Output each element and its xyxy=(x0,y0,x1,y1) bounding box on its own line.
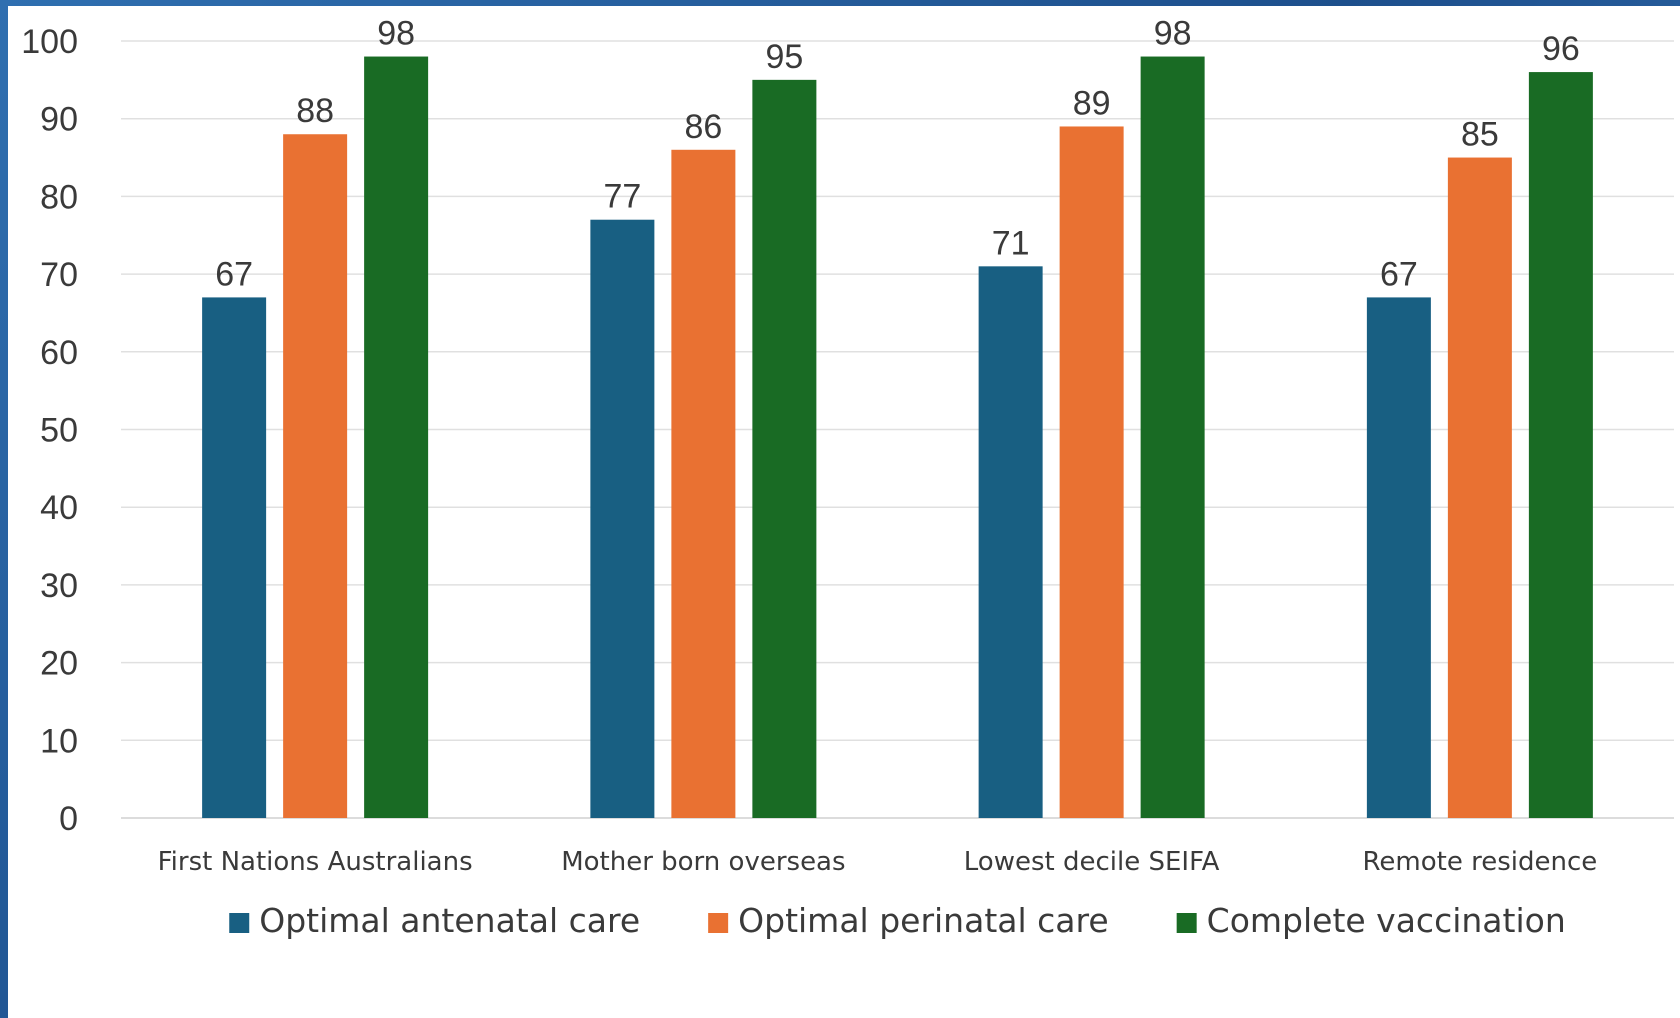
y-tick-label: 50 xyxy=(40,412,78,450)
bars xyxy=(202,56,1593,819)
data-label: 89 xyxy=(1073,84,1111,122)
y-tick-label: 60 xyxy=(40,334,78,372)
data-labels: 67 88 98 77 86 95 71 89 98 67 85 96 xyxy=(215,15,1580,294)
data-label: 85 xyxy=(1461,116,1499,154)
bar-optimal-perinatal-care-remote-residence[interactable] xyxy=(1447,157,1512,819)
bar-optimal-antenatal-care-first-nations-australians[interactable] xyxy=(202,297,267,818)
x-axis-categories: First Nations Australians Mother born ove… xyxy=(158,847,1598,877)
legend-label: Optimal perinatal care xyxy=(738,901,1109,940)
bar-optimal-perinatal-care-first-nations-australians[interactable] xyxy=(283,134,348,819)
data-label: 67 xyxy=(1380,255,1418,293)
data-label: 86 xyxy=(684,108,722,146)
y-tick-label: 0 xyxy=(59,800,78,838)
legend-swatch xyxy=(708,913,729,933)
x-category-label: Mother born overseas xyxy=(561,847,845,877)
y-tick-label: 70 xyxy=(40,256,78,294)
bar-complete-vaccination-mother-born-overseas[interactable] xyxy=(752,79,817,819)
y-tick-label: 40 xyxy=(40,489,78,527)
legend: Optimal antenatal care Optimal perinatal … xyxy=(229,901,1566,940)
bar-optimal-antenatal-care-lowest-decile-seifa[interactable] xyxy=(978,266,1043,819)
data-label: 71 xyxy=(992,224,1030,262)
x-category-label: Lowest decile SEIFA xyxy=(964,847,1220,877)
data-label: 96 xyxy=(1542,30,1580,68)
legend-item-complete-vaccination[interactable]: Complete vaccination xyxy=(1176,901,1566,940)
legend-item-optimal-perinatal-care[interactable]: Optimal perinatal care xyxy=(708,901,1109,940)
bar-optimal-perinatal-care-lowest-decile-seifa[interactable] xyxy=(1059,126,1124,819)
bar-optimal-antenatal-care-remote-residence[interactable] xyxy=(1366,297,1431,818)
y-tick-label: 20 xyxy=(40,645,78,683)
y-tick-label: 30 xyxy=(40,567,78,605)
gridlines xyxy=(121,40,1674,819)
data-label: 95 xyxy=(765,38,803,76)
data-label: 98 xyxy=(377,15,415,53)
y-axis-ticks: 0 10 20 30 40 50 60 70 80 90 100 xyxy=(21,23,78,838)
bar-optimal-antenatal-care-mother-born-overseas[interactable] xyxy=(590,219,655,818)
legend-swatch xyxy=(1176,913,1197,933)
y-tick-label: 80 xyxy=(40,178,78,216)
x-category-label: First Nations Australians xyxy=(158,847,473,877)
y-tick-label: 10 xyxy=(40,722,78,760)
y-tick-label: 90 xyxy=(40,101,78,139)
bar-chart: 0 10 20 30 40 50 60 70 80 90 100 67 88 98 77 86 95 71 89 9… xyxy=(21,15,1674,940)
x-category-label: Remote residence xyxy=(1363,847,1598,877)
legend-label: Complete vaccination xyxy=(1207,901,1566,940)
chart-panel: 0 10 20 30 40 50 60 70 80 90 100 67 88 98 77 86 95 71 89 9… xyxy=(8,6,1680,1018)
data-label: 88 xyxy=(296,92,334,130)
bar-optimal-perinatal-care-mother-born-overseas[interactable] xyxy=(671,149,736,818)
data-label: 67 xyxy=(215,255,253,293)
data-label: 98 xyxy=(1154,15,1192,53)
data-label: 77 xyxy=(603,178,641,216)
legend-item-optimal-antenatal-care[interactable]: Optimal antenatal care xyxy=(229,901,640,940)
y-tick-label: 100 xyxy=(21,23,78,61)
bar-complete-vaccination-first-nations-australians[interactable] xyxy=(364,56,429,819)
bar-complete-vaccination-lowest-decile-seifa[interactable] xyxy=(1140,56,1205,819)
legend-swatch xyxy=(229,913,250,933)
bar-complete-vaccination-remote-residence[interactable] xyxy=(1528,72,1593,818)
legend-label: Optimal antenatal care xyxy=(259,901,640,940)
